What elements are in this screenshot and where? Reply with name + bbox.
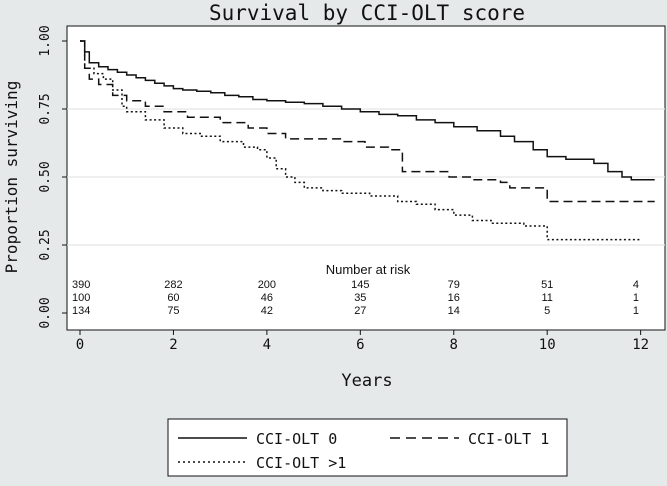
risk-cell: 11 [541,292,552,304]
x-tick-label: 4 [263,337,271,353]
legend: CCI-OLT 0 CCI-OLT 1 CCI-OLT >1 [167,418,568,477]
x-axis-label: Years [341,371,392,391]
risk-cell: 75 [167,305,179,317]
y-tick-label: 0.50 [38,161,53,192]
y-tick-label: 1.00 [38,25,53,56]
risk-cell: 16 [448,292,460,304]
y-axis-label: Proportion surviving [2,81,21,274]
legend-label-2: CCI-OLT >1 [256,454,346,472]
x-tick-label: 0 [76,337,84,353]
risk-cell: 145 [351,279,369,291]
series-line-0 [80,40,655,181]
grid-layer [67,108,665,246]
risk-cell: 79 [448,279,460,291]
risk-cell: 134 [72,305,90,317]
risk-cell: 14 [448,305,460,317]
x-tick-label: 2 [169,337,177,353]
x-tick-label: 10 [539,337,556,353]
risk-cell: 282 [164,279,182,291]
x-tick-label: 12 [632,337,649,353]
risk-cell: 4 [633,279,639,291]
y-tick-label: 0.75 [38,93,53,124]
risk-cell: 60 [167,292,179,304]
series-line-2 [80,40,641,241]
risk-cell: 42 [261,305,273,317]
x-tick-label: 6 [356,337,364,353]
risk-cell: 1 [633,305,639,317]
x-tick-label: 8 [450,337,458,353]
axis-layer: 0.000.250.500.751.000 2 4 6 8 10 12 [38,25,649,353]
legend-label-1: CCI-OLT 1 [468,430,549,448]
chart-title: Survival by CCI-OLT score [209,1,525,25]
risk-cell: 27 [354,305,366,317]
risk-cell: 51 [541,279,553,291]
risk-cell: 46 [261,292,273,304]
risk-cell: 200 [258,279,276,291]
y-tick-label: 0.00 [38,297,53,328]
risk-cell: 1 [633,292,639,304]
series-layer [80,40,655,241]
plot-area [66,25,666,331]
risk-cell: 5 [544,305,550,317]
y-tick-label: 0.25 [38,229,53,260]
risk-cell: 100 [72,292,90,304]
number-at-risk-title: Number at risk [326,262,411,277]
risk-cell: 390 [72,279,90,291]
risk-cell: 35 [354,292,366,304]
series-line-1 [80,40,655,203]
legend-label-0: CCI-OLT 0 [256,430,337,448]
legend-box [167,418,568,477]
